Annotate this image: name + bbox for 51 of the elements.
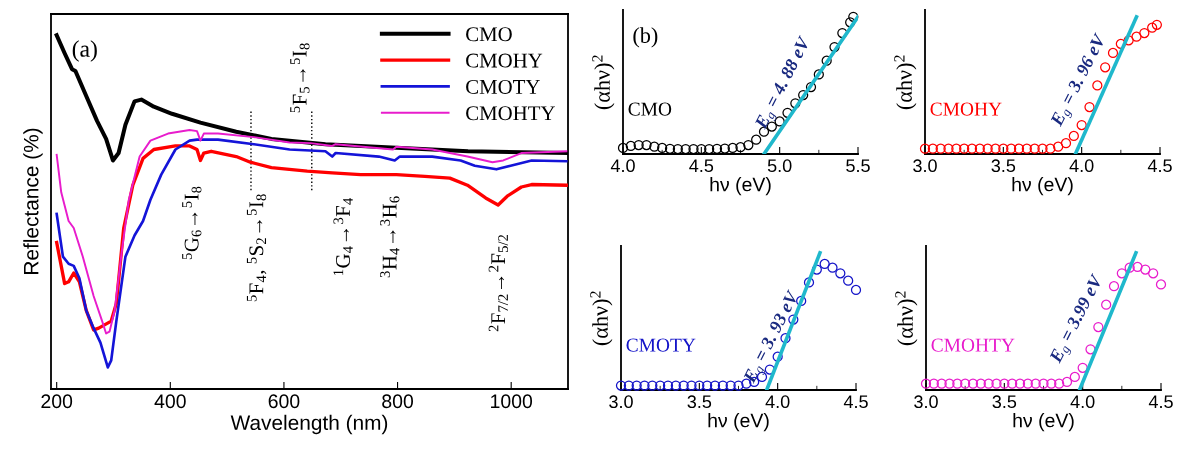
- annotation: E$_{g}$ = 4. 88 eV: [754, 34, 816, 133]
- legend-label: CMOTY: [466, 79, 540, 94]
- x-tick-label: 4.5: [1147, 159, 1172, 173]
- annotation: (b): [633, 27, 658, 48]
- x-tick-label: 1000: [491, 394, 533, 409]
- x-axis-title: hν (eV): [1013, 413, 1074, 432]
- x-tick-label: 3.0: [914, 395, 938, 409]
- annotation: (a): [72, 40, 97, 62]
- legend-label: CMOHY: [466, 53, 543, 68]
- x-axis-title: hν (eV): [708, 413, 769, 432]
- series-label: CMOHTY: [931, 338, 1015, 352]
- x-axis-title: hν (eV): [1012, 177, 1073, 196]
- text: $^{5}$F$_{4}$, $^{5}$S$_{2}$→$^{5}$I$_{8}$: [246, 194, 267, 302]
- x-axis-title: hν (eV): [710, 177, 771, 196]
- x-tick-label: 3.5: [992, 395, 1017, 409]
- annotation: $^{5}$G$_{6}$→$^{5}$I$_{8}$: [182, 186, 202, 260]
- y-axis-title: (αhν)$^{2}$: [895, 291, 918, 346]
- x-tick-label: 5.5: [846, 159, 870, 173]
- y-axis-title: (αhν)$^{2}$: [590, 291, 613, 346]
- x-tick-label: 5.0: [767, 159, 792, 173]
- x-tick-label: 3.0: [913, 159, 937, 173]
- x-tick-label: 3.0: [609, 395, 633, 409]
- x-tick-label: 4.5: [1148, 395, 1173, 409]
- annotation: $^{3}$H$_{4}$→$^{3}$H$_{6}$: [380, 196, 400, 278]
- x-tick-label: 3.5: [687, 395, 712, 409]
- y-axis-title: Reflectance (%): [23, 128, 43, 274]
- x-tick-label: 4.0: [1069, 159, 1094, 173]
- series-label: CMOHY: [930, 102, 1002, 116]
- annotation: $^{1}$G$_{4}$→$^{3}$F$_{4}$: [333, 197, 353, 275]
- legend-label: CMOHTY: [466, 106, 555, 121]
- x-tick-label: 800: [382, 394, 414, 409]
- x-tick-label: 4.5: [843, 395, 868, 409]
- annotation: $^{2}$F$_{7/2}$→$^{2}$F$_{5/2}$: [488, 234, 509, 332]
- x-tick-label: 4.5: [689, 159, 714, 173]
- annotation: $^{5}$F$_{5}$→$^{5}$I$_{8}$: [290, 43, 310, 113]
- x-tick-label: 3.5: [991, 159, 1016, 173]
- y-axis-title: (αhν)$^{2}$: [894, 55, 917, 110]
- series-label: CMO: [628, 102, 672, 116]
- annotation: E$_{g}$ = 3. 96 eV: [1049, 32, 1111, 130]
- x-tick-label: 4.0: [1070, 395, 1095, 409]
- x-tick-label: 400: [154, 394, 186, 409]
- annotation: E$_{g}$ = 3. 93 eV: [742, 289, 804, 387]
- annotation: E$_{g}$ = 3.99 eV: [1048, 272, 1108, 367]
- x-tick-label: 4.0: [610, 159, 635, 173]
- x-axis-title: Wavelength (nm): [230, 414, 388, 435]
- series-label: CMOTY: [626, 338, 696, 352]
- x-tick-label: 4.0: [765, 395, 790, 409]
- x-tick-label: 600: [268, 394, 300, 409]
- y-axis-title: (αhν)$^{2}$: [592, 55, 615, 110]
- x-tick-label: 200: [41, 394, 73, 409]
- legend-label: CMO: [466, 27, 512, 42]
